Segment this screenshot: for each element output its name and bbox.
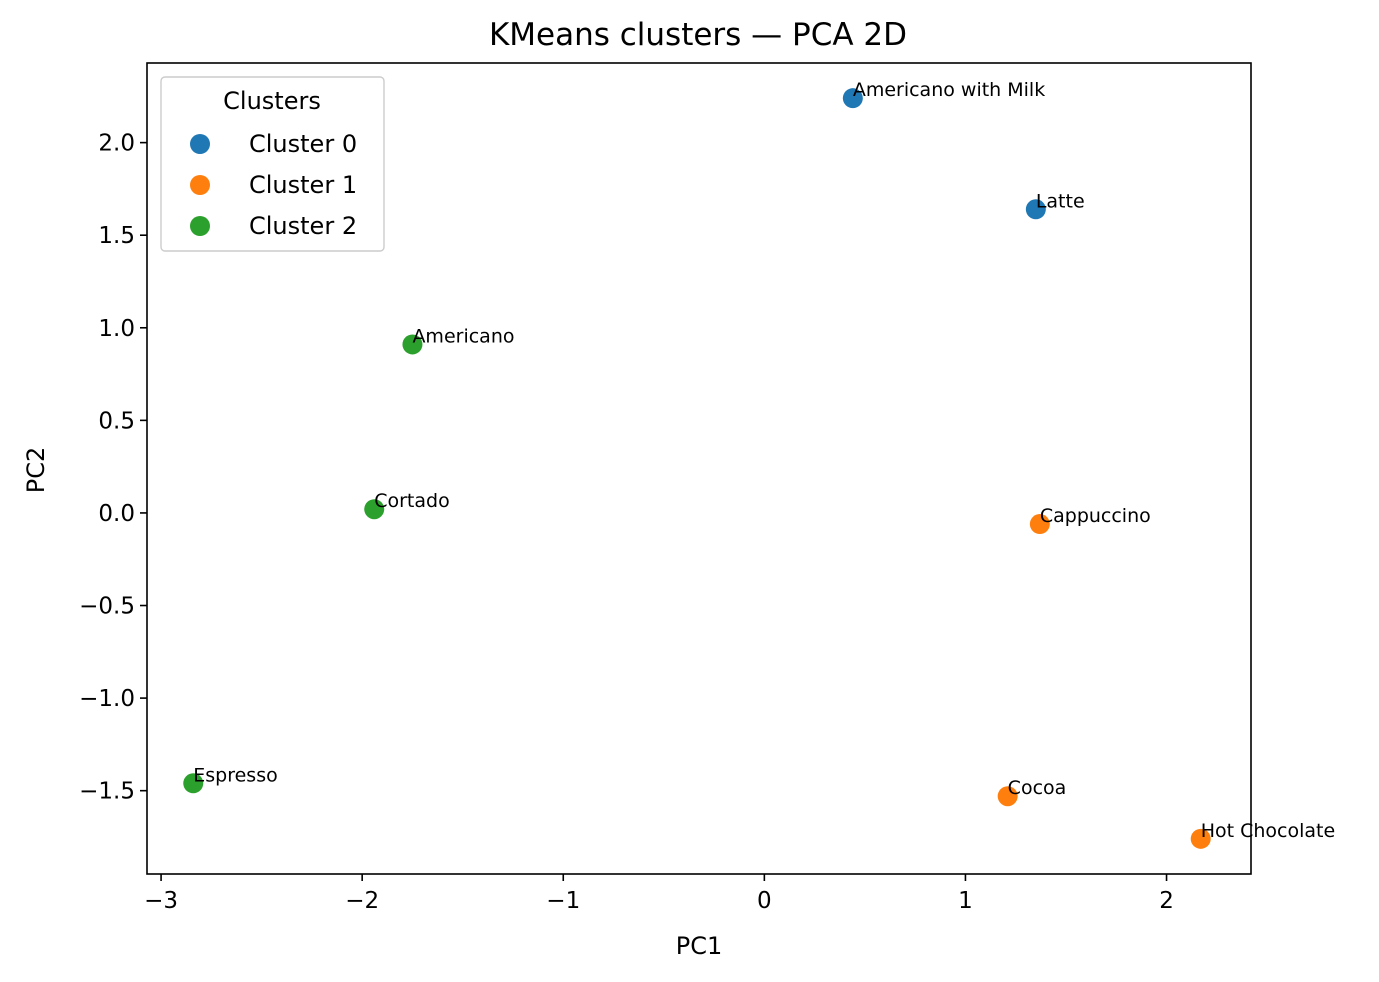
point-cocoa: [997, 786, 1018, 807]
legend-box: [160, 76, 385, 252]
chart-title: KMeans clusters — PCA 2D: [489, 17, 907, 53]
point-label-americano: Americano: [412, 325, 514, 347]
y-tick-label: 0.5: [98, 408, 135, 434]
legend-title: Clusters: [223, 87, 321, 115]
plot-area-frame: [146, 62, 1252, 875]
y-tick-label: −0.5: [79, 594, 135, 620]
point-americano-with-milk: [842, 88, 863, 109]
point-labels-layer: Americano with Milk Latte Cappuccino Cocoa H…: [193, 79, 1335, 842]
point-espresso: [183, 773, 204, 794]
y-tick-label: 0.0: [98, 501, 135, 527]
point-americano: [402, 334, 423, 355]
x-tick-label: −1: [546, 888, 580, 914]
legend-marker-cluster-2: [190, 216, 210, 236]
x-tick-label: 1: [958, 888, 973, 914]
x-axis-ticks: −3 −2 −1 0 1 2: [144, 874, 1174, 914]
y-tick-label: −1.0: [79, 686, 135, 712]
legend-label-cluster-2: Cluster 2: [249, 212, 357, 240]
x-tick-label: 0: [757, 888, 772, 914]
x-tick-label: −3: [144, 888, 178, 914]
legend-marker-cluster-1: [190, 175, 210, 195]
y-tick-label: 2.0: [98, 131, 135, 157]
point-label-latte: Latte: [1036, 190, 1085, 212]
legend-label-cluster-1: Cluster 1: [249, 171, 357, 199]
x-tick-label: 2: [1159, 888, 1174, 914]
point-label-hot-chocolate: Hot Chocolate: [1201, 820, 1335, 842]
point-cortado: [364, 499, 385, 520]
points-layer: [183, 88, 1211, 849]
x-tick-label: −2: [345, 888, 379, 914]
legend-marker-cluster-0: [190, 134, 210, 154]
y-tick-label: −1.5: [79, 779, 135, 805]
point-label-americano-with-milk: Americano with Milk: [853, 79, 1045, 101]
y-tick-label: 1.0: [98, 316, 135, 342]
point-hot-chocolate: [1190, 828, 1211, 849]
point-label-cortado: Cortado: [374, 490, 449, 512]
point-label-cocoa: Cocoa: [1008, 777, 1067, 799]
y-tick-label: 1.5: [98, 223, 135, 249]
y-axis-label: PC2: [22, 447, 50, 494]
point-label-cappuccino: Cappuccino: [1040, 505, 1151, 527]
legend: Clusters Cluster 0 Cluster 1 Cluster 2: [160, 76, 385, 252]
legend-entries: Cluster 0 Cluster 1 Cluster 2: [190, 130, 357, 240]
legend-label-cluster-0: Cluster 0: [249, 130, 357, 158]
point-latte: [1025, 199, 1046, 220]
x-axis-label: PC1: [676, 932, 723, 960]
point-cappuccino: [1029, 514, 1050, 535]
y-axis-ticks: −1.5 −1.0 −0.5 0.0 0.5 1.0 1.5 2.0: [79, 131, 147, 805]
point-label-espresso: Espresso: [193, 764, 277, 786]
